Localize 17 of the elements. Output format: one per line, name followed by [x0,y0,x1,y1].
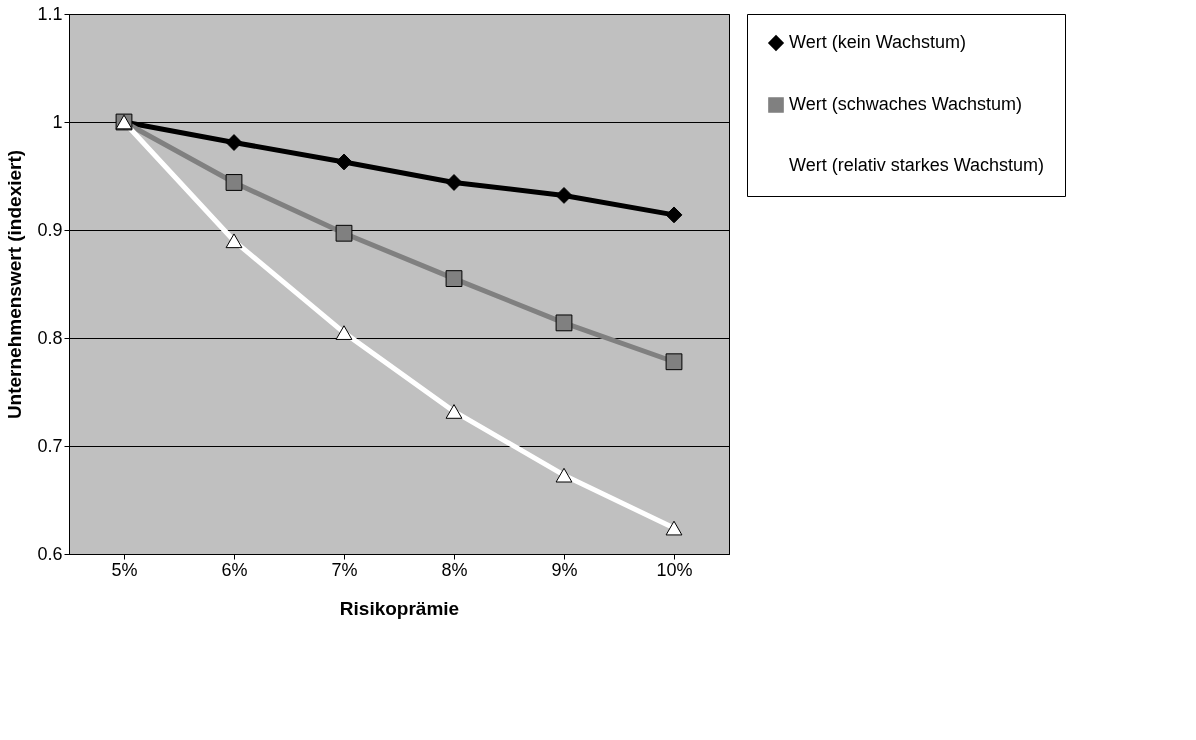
y-tick-label: 1 [52,111,63,132]
legend-label: Wert (schwaches Wachstum) [789,94,1023,114]
y-axis-title: Unternehmenswert (indexiert) [4,149,26,420]
y-tick-label: 0.6 [37,543,63,564]
x-tick-label: 8% [441,559,468,580]
x-axis-title: Risikoprämie [339,597,460,619]
x-tick-label: 10% [656,559,693,580]
x-tick-label: 6% [221,559,248,580]
x-tick-label: 7% [331,559,358,580]
y-tick-label: 0.7 [37,435,63,456]
y-tick-label: 0.8 [37,327,63,348]
y-tick-label: 1.1 [37,3,63,24]
legend-label: Wert (kein Wachstum) [789,32,967,52]
text: Wert (relativ starkes Wachstum) [789,155,1045,175]
x-tick-label: 9% [551,559,578,580]
y-tick-label: 0.9 [37,219,63,240]
x-tick-label: 5% [111,559,138,580]
